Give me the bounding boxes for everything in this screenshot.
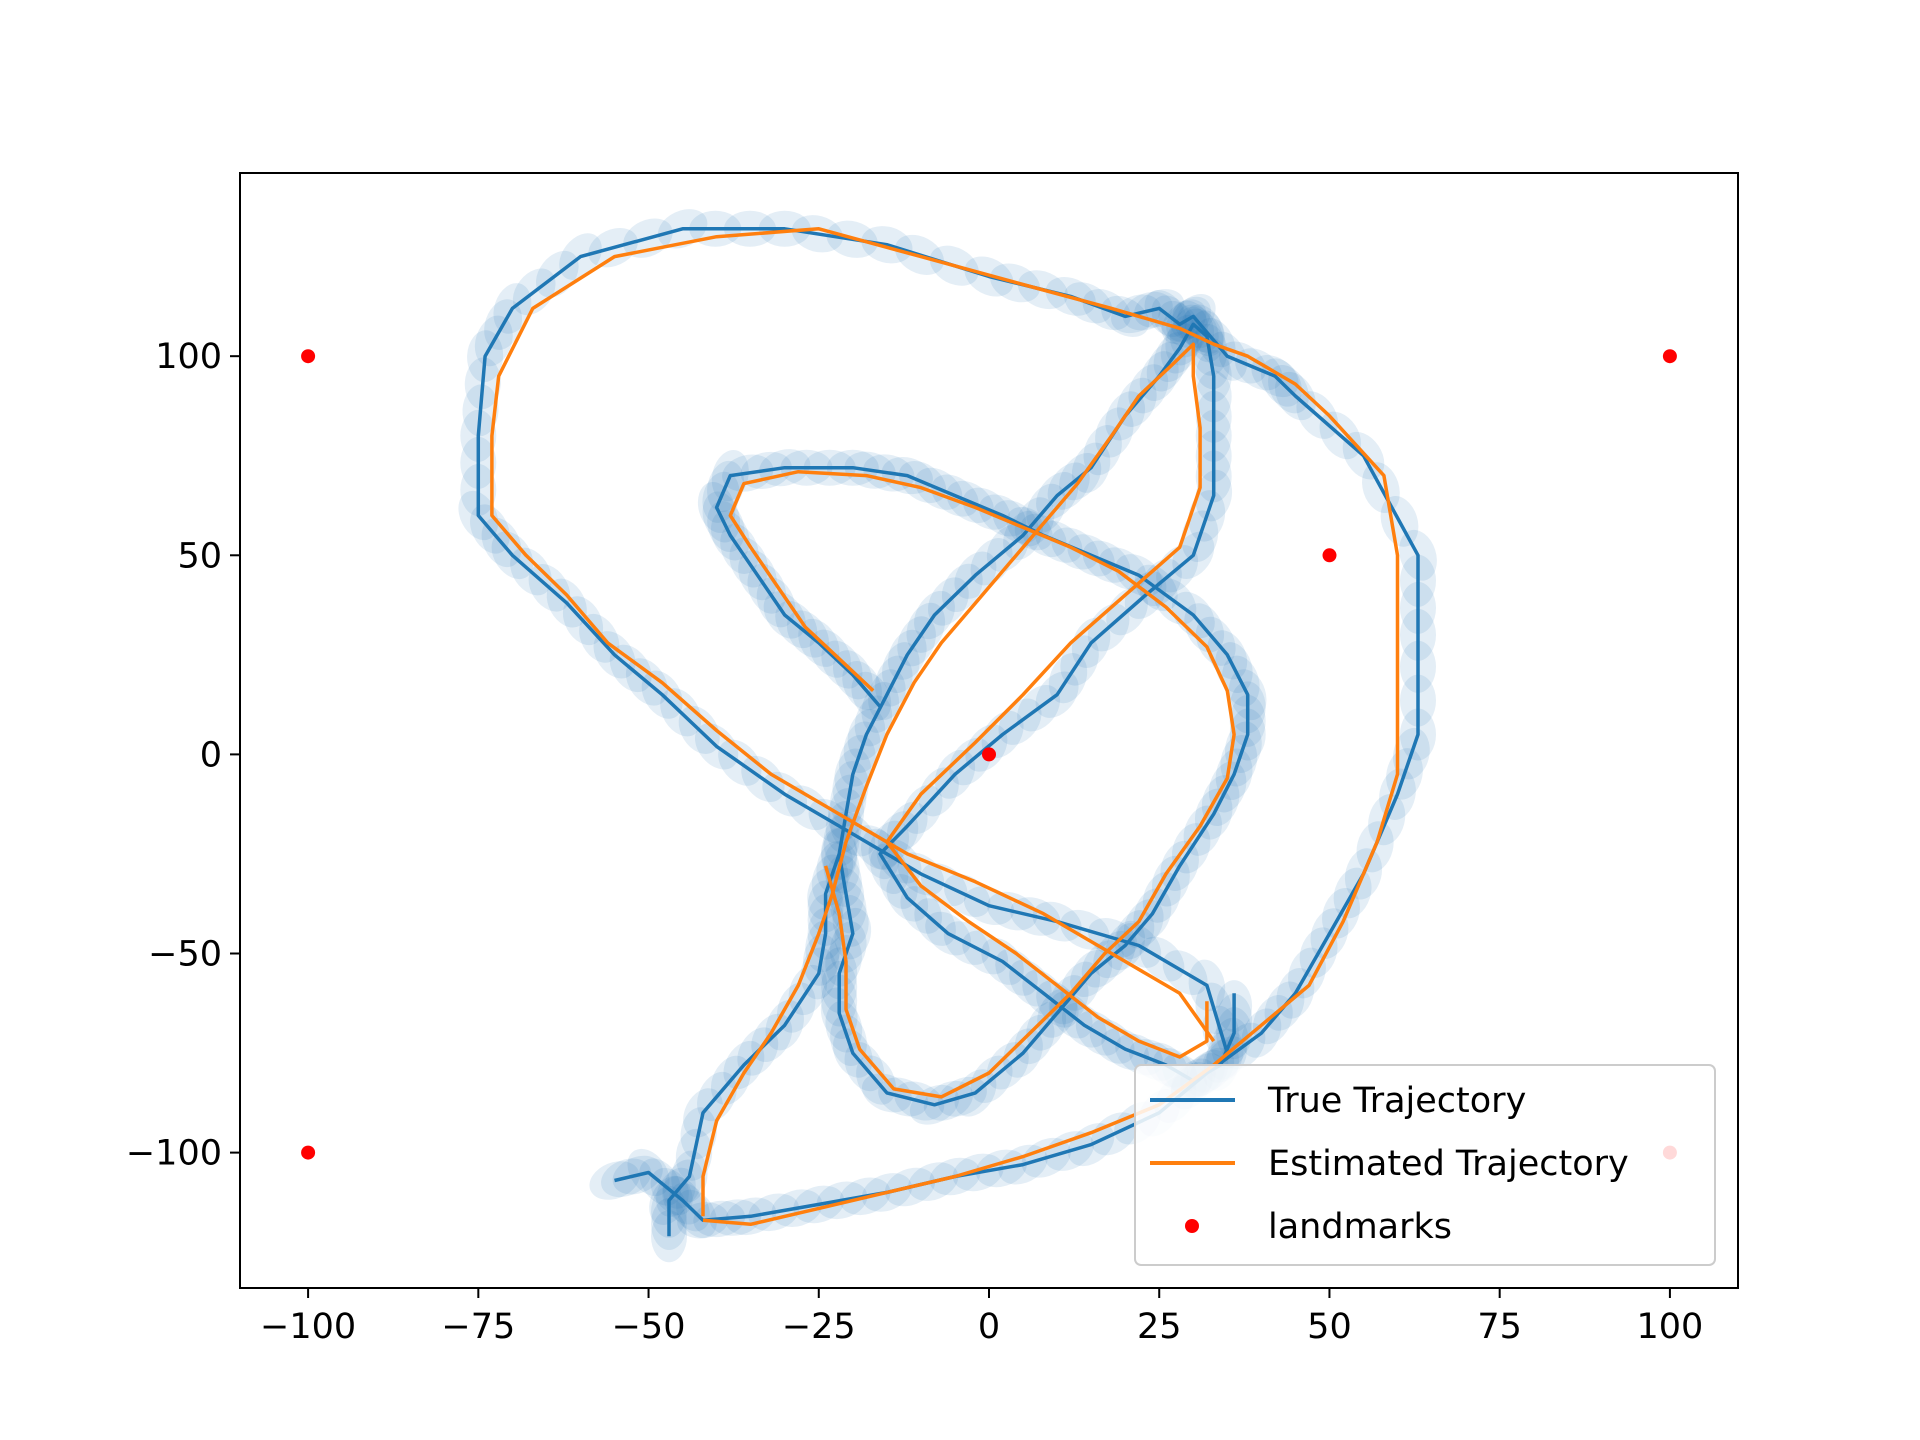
true-trajectory-line	[714, 465, 1250, 1107]
y-tick-label: −50	[148, 935, 222, 975]
legend-swatch-landmarks	[1185, 1219, 1199, 1233]
x-tick-label: −75	[441, 1307, 515, 1347]
legend-label-true-trajectory: True Trajectory	[1267, 1081, 1526, 1121]
x-tick-label: −100	[260, 1307, 356, 1347]
legend-box	[1134, 1064, 1716, 1266]
landmark-point	[301, 1145, 316, 1160]
y-tick-label: 100	[155, 337, 222, 377]
x-tick-label: 100	[1637, 1307, 1704, 1347]
landmark-point	[1662, 349, 1677, 364]
y-axis: −100 −50 0 50 100	[126, 337, 240, 1174]
x-tick-label: 25	[1137, 1307, 1182, 1347]
y-tick-label: 50	[177, 536, 222, 576]
x-axis: −100 −75 −50 −25 0 25 50 75 100	[260, 1288, 1703, 1347]
y-tick-label: −100	[126, 1134, 222, 1174]
landmark-point	[1322, 548, 1337, 563]
x-tick-label: −50	[612, 1307, 686, 1347]
y-tick-label: 0	[200, 735, 222, 775]
x-tick-label: −25	[782, 1307, 856, 1347]
legend: True Trajectory Estimated Trajectory lan…	[1134, 1064, 1716, 1266]
landmark-point	[982, 747, 996, 762]
x-tick-label: 50	[1307, 1307, 1352, 1347]
estimated-trajectory-line	[701, 342, 1209, 1217]
legend-label-landmarks: landmarks	[1268, 1207, 1452, 1247]
estimated-trajectory-line	[728, 469, 1236, 1099]
x-tick-label: 0	[978, 1307, 1000, 1347]
x-tick-label: 75	[1477, 1307, 1522, 1347]
legend-label-estimated-trajectory: Estimated Trajectory	[1268, 1144, 1629, 1184]
true-trajectory-line	[667, 322, 1236, 1237]
true-trajectory-line	[476, 227, 1420, 1223]
landmark-point	[301, 349, 316, 364]
